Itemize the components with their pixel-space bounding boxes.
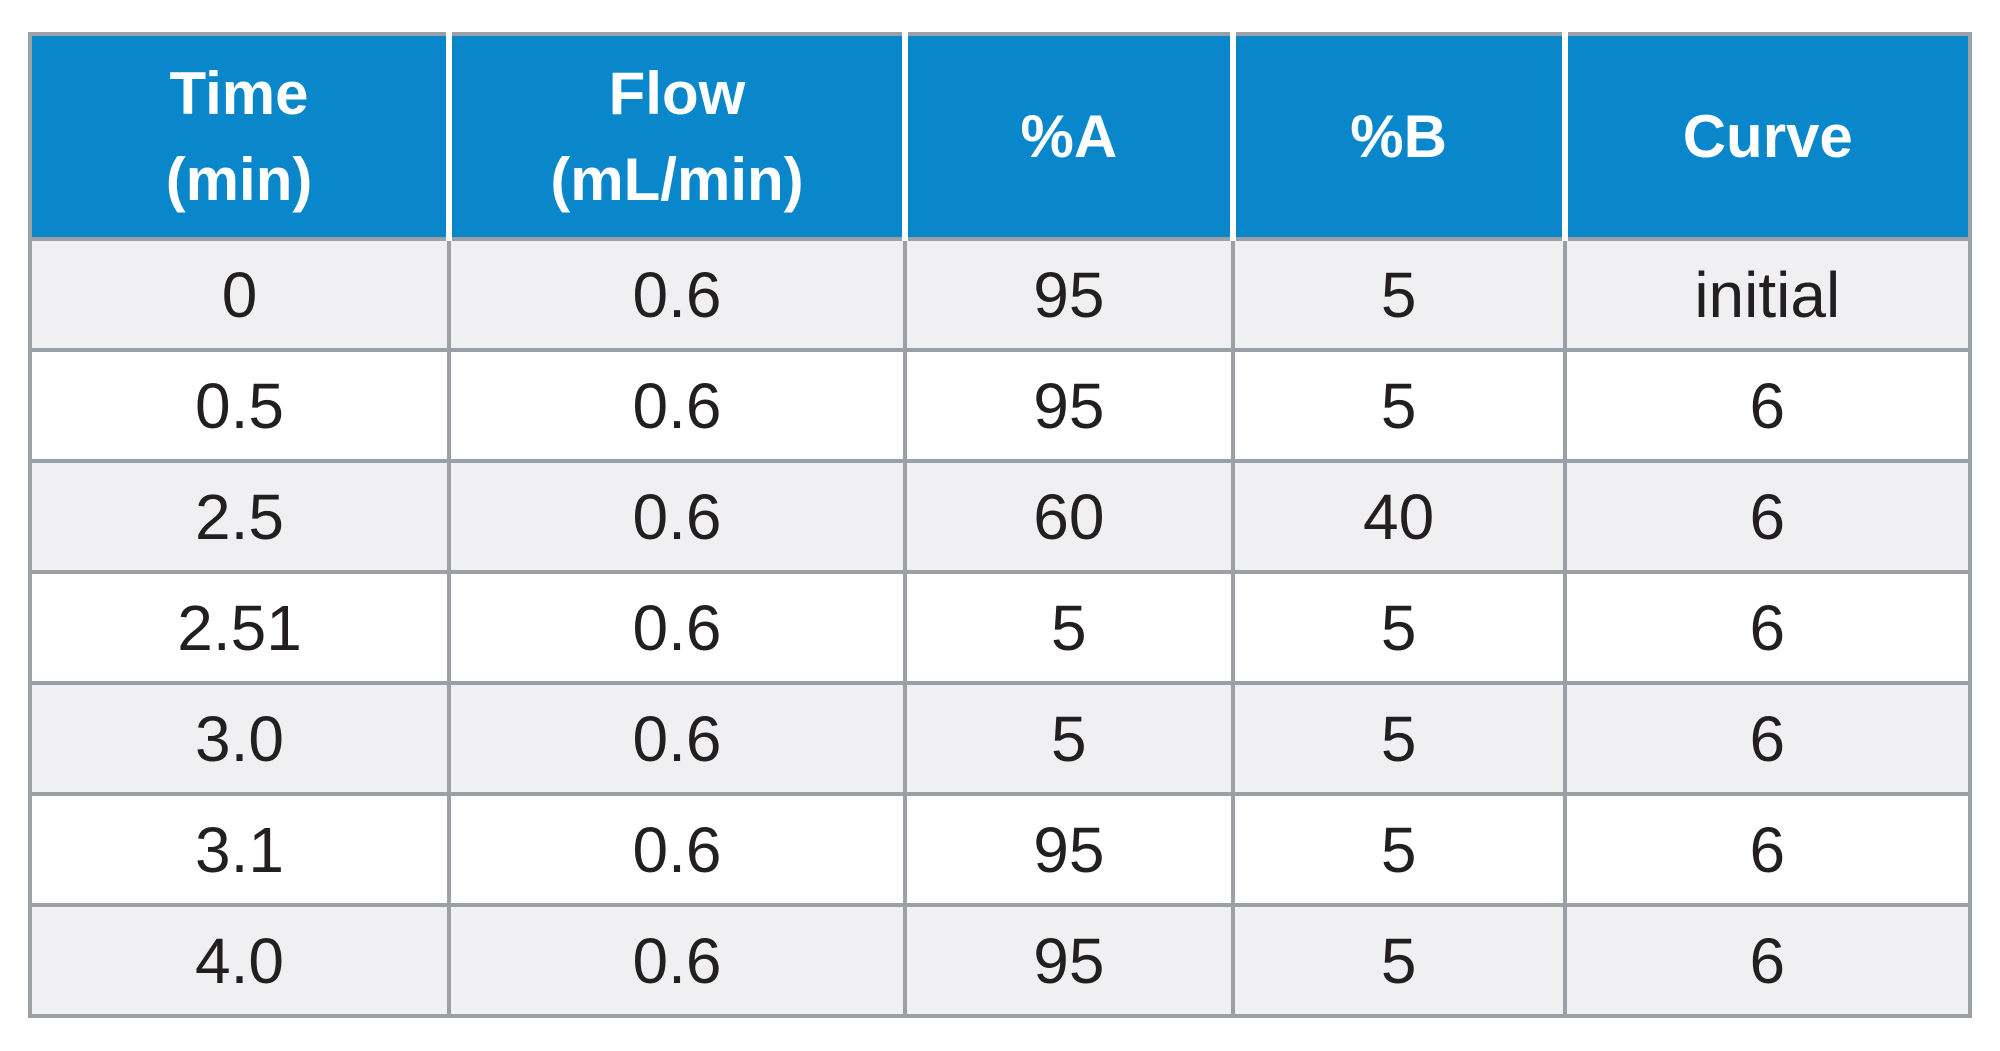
cell-percent-a: 5 [902, 570, 1235, 685]
table-row: 0 0.6 95 5 initial [27, 237, 1973, 352]
column-header-percent-b-line1: %B [1350, 102, 1447, 170]
column-header-time-line2: (min) [165, 145, 313, 213]
cell-curve: 6 [1562, 459, 1973, 574]
cell-flow: 0.6 [447, 348, 907, 463]
column-header-percent-a: %A [901, 32, 1235, 241]
cell-flow: 0.6 [447, 570, 907, 685]
cell-time: 0 [27, 237, 452, 352]
cell-flow: 0.6 [447, 903, 907, 1018]
column-header-flow-line1: Flow [608, 60, 746, 128]
cell-curve: initial [1562, 237, 1973, 352]
cell-time: 3.1 [27, 792, 452, 907]
table-row: 3.1 0.6 95 5 6 [27, 792, 1973, 907]
cell-percent-b: 5 [1230, 570, 1567, 685]
column-header-time: Time (min) [27, 32, 452, 241]
cell-percent-a: 5 [902, 681, 1235, 796]
column-header-percent-b: %B [1229, 32, 1567, 241]
cell-percent-b: 5 [1230, 237, 1567, 352]
table-body: 0 0.6 95 5 initial 0.5 0.6 95 5 6 2.5 0.… [27, 237, 1973, 1018]
cell-time: 2.5 [27, 459, 452, 574]
column-header-flow: Flow (mL/min) [446, 32, 907, 241]
column-header-curve: Curve [1561, 32, 1973, 241]
cell-percent-a: 95 [902, 792, 1235, 907]
cell-percent-b: 5 [1230, 792, 1567, 907]
cell-flow: 0.6 [447, 792, 907, 907]
column-header-curve-line1: Curve [1682, 102, 1853, 170]
table-row: 4.0 0.6 95 5 6 [27, 903, 1973, 1018]
cell-percent-b: 5 [1230, 681, 1567, 796]
cell-curve: 6 [1562, 792, 1973, 907]
cell-percent-a: 95 [902, 348, 1235, 463]
column-header-time-line1: Time [169, 60, 309, 128]
cell-time: 3.0 [27, 681, 452, 796]
cell-flow: 0.6 [447, 681, 907, 796]
gradient-table-container: Time (min) Flow (mL/min) %A [27, 32, 1973, 1018]
gradient-table: Time (min) Flow (mL/min) %A [27, 32, 1973, 1018]
cell-percent-b: 5 [1230, 903, 1567, 1018]
cell-time: 0.5 [27, 348, 452, 463]
cell-flow: 0.6 [447, 459, 907, 574]
table-row: 2.5 0.6 60 40 6 [27, 459, 1973, 574]
cell-curve: 6 [1562, 570, 1973, 685]
column-header-flow-line2: (mL/min) [550, 145, 804, 213]
cell-curve: 6 [1562, 348, 1973, 463]
cell-percent-a: 60 [902, 459, 1235, 574]
table-row: 2.51 0.6 5 5 6 [27, 570, 1973, 685]
cell-percent-a: 95 [902, 903, 1235, 1018]
cell-percent-b: 40 [1230, 459, 1567, 574]
cell-curve: 6 [1562, 681, 1973, 796]
cell-flow: 0.6 [447, 237, 907, 352]
table-row: 0.5 0.6 95 5 6 [27, 348, 1973, 463]
cell-time: 4.0 [27, 903, 452, 1018]
cell-curve: 6 [1562, 903, 1973, 1018]
table-row: 3.0 0.6 5 5 6 [27, 681, 1973, 796]
cell-time: 2.51 [27, 570, 452, 685]
cell-percent-a: 95 [902, 237, 1235, 352]
table-header-row: Time (min) Flow (mL/min) %A [27, 32, 1973, 241]
cell-percent-b: 5 [1230, 348, 1567, 463]
column-header-percent-a-line1: %A [1020, 102, 1118, 170]
